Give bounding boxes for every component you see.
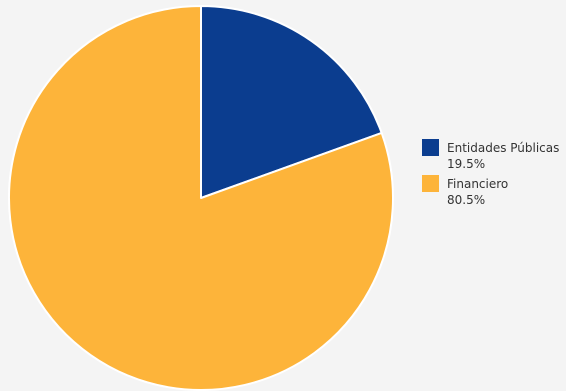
legend: Entidades Públicas 19.5% Financiero 80.5… (422, 139, 559, 207)
legend-swatch-financiero (422, 175, 439, 192)
legend-value-financiero: 80.5% (447, 193, 485, 207)
pie-slice-entidades-p-blicas (200, 5, 383, 199)
legend-label-entidades-publicas: Entidades Públicas (447, 141, 559, 155)
legend-item-financiero: Financiero 80.5% (422, 175, 508, 207)
legend-label-financiero: Financiero (447, 177, 508, 191)
pie-slice-financiero (8, 5, 394, 391)
legend-item-entidades-publicas: Entidades Públicas 19.5% (422, 139, 559, 171)
legend-swatch-entidades-publicas (422, 139, 439, 156)
legend-value-entidades-publicas: 19.5% (447, 157, 485, 171)
pie-slices (8, 5, 394, 391)
